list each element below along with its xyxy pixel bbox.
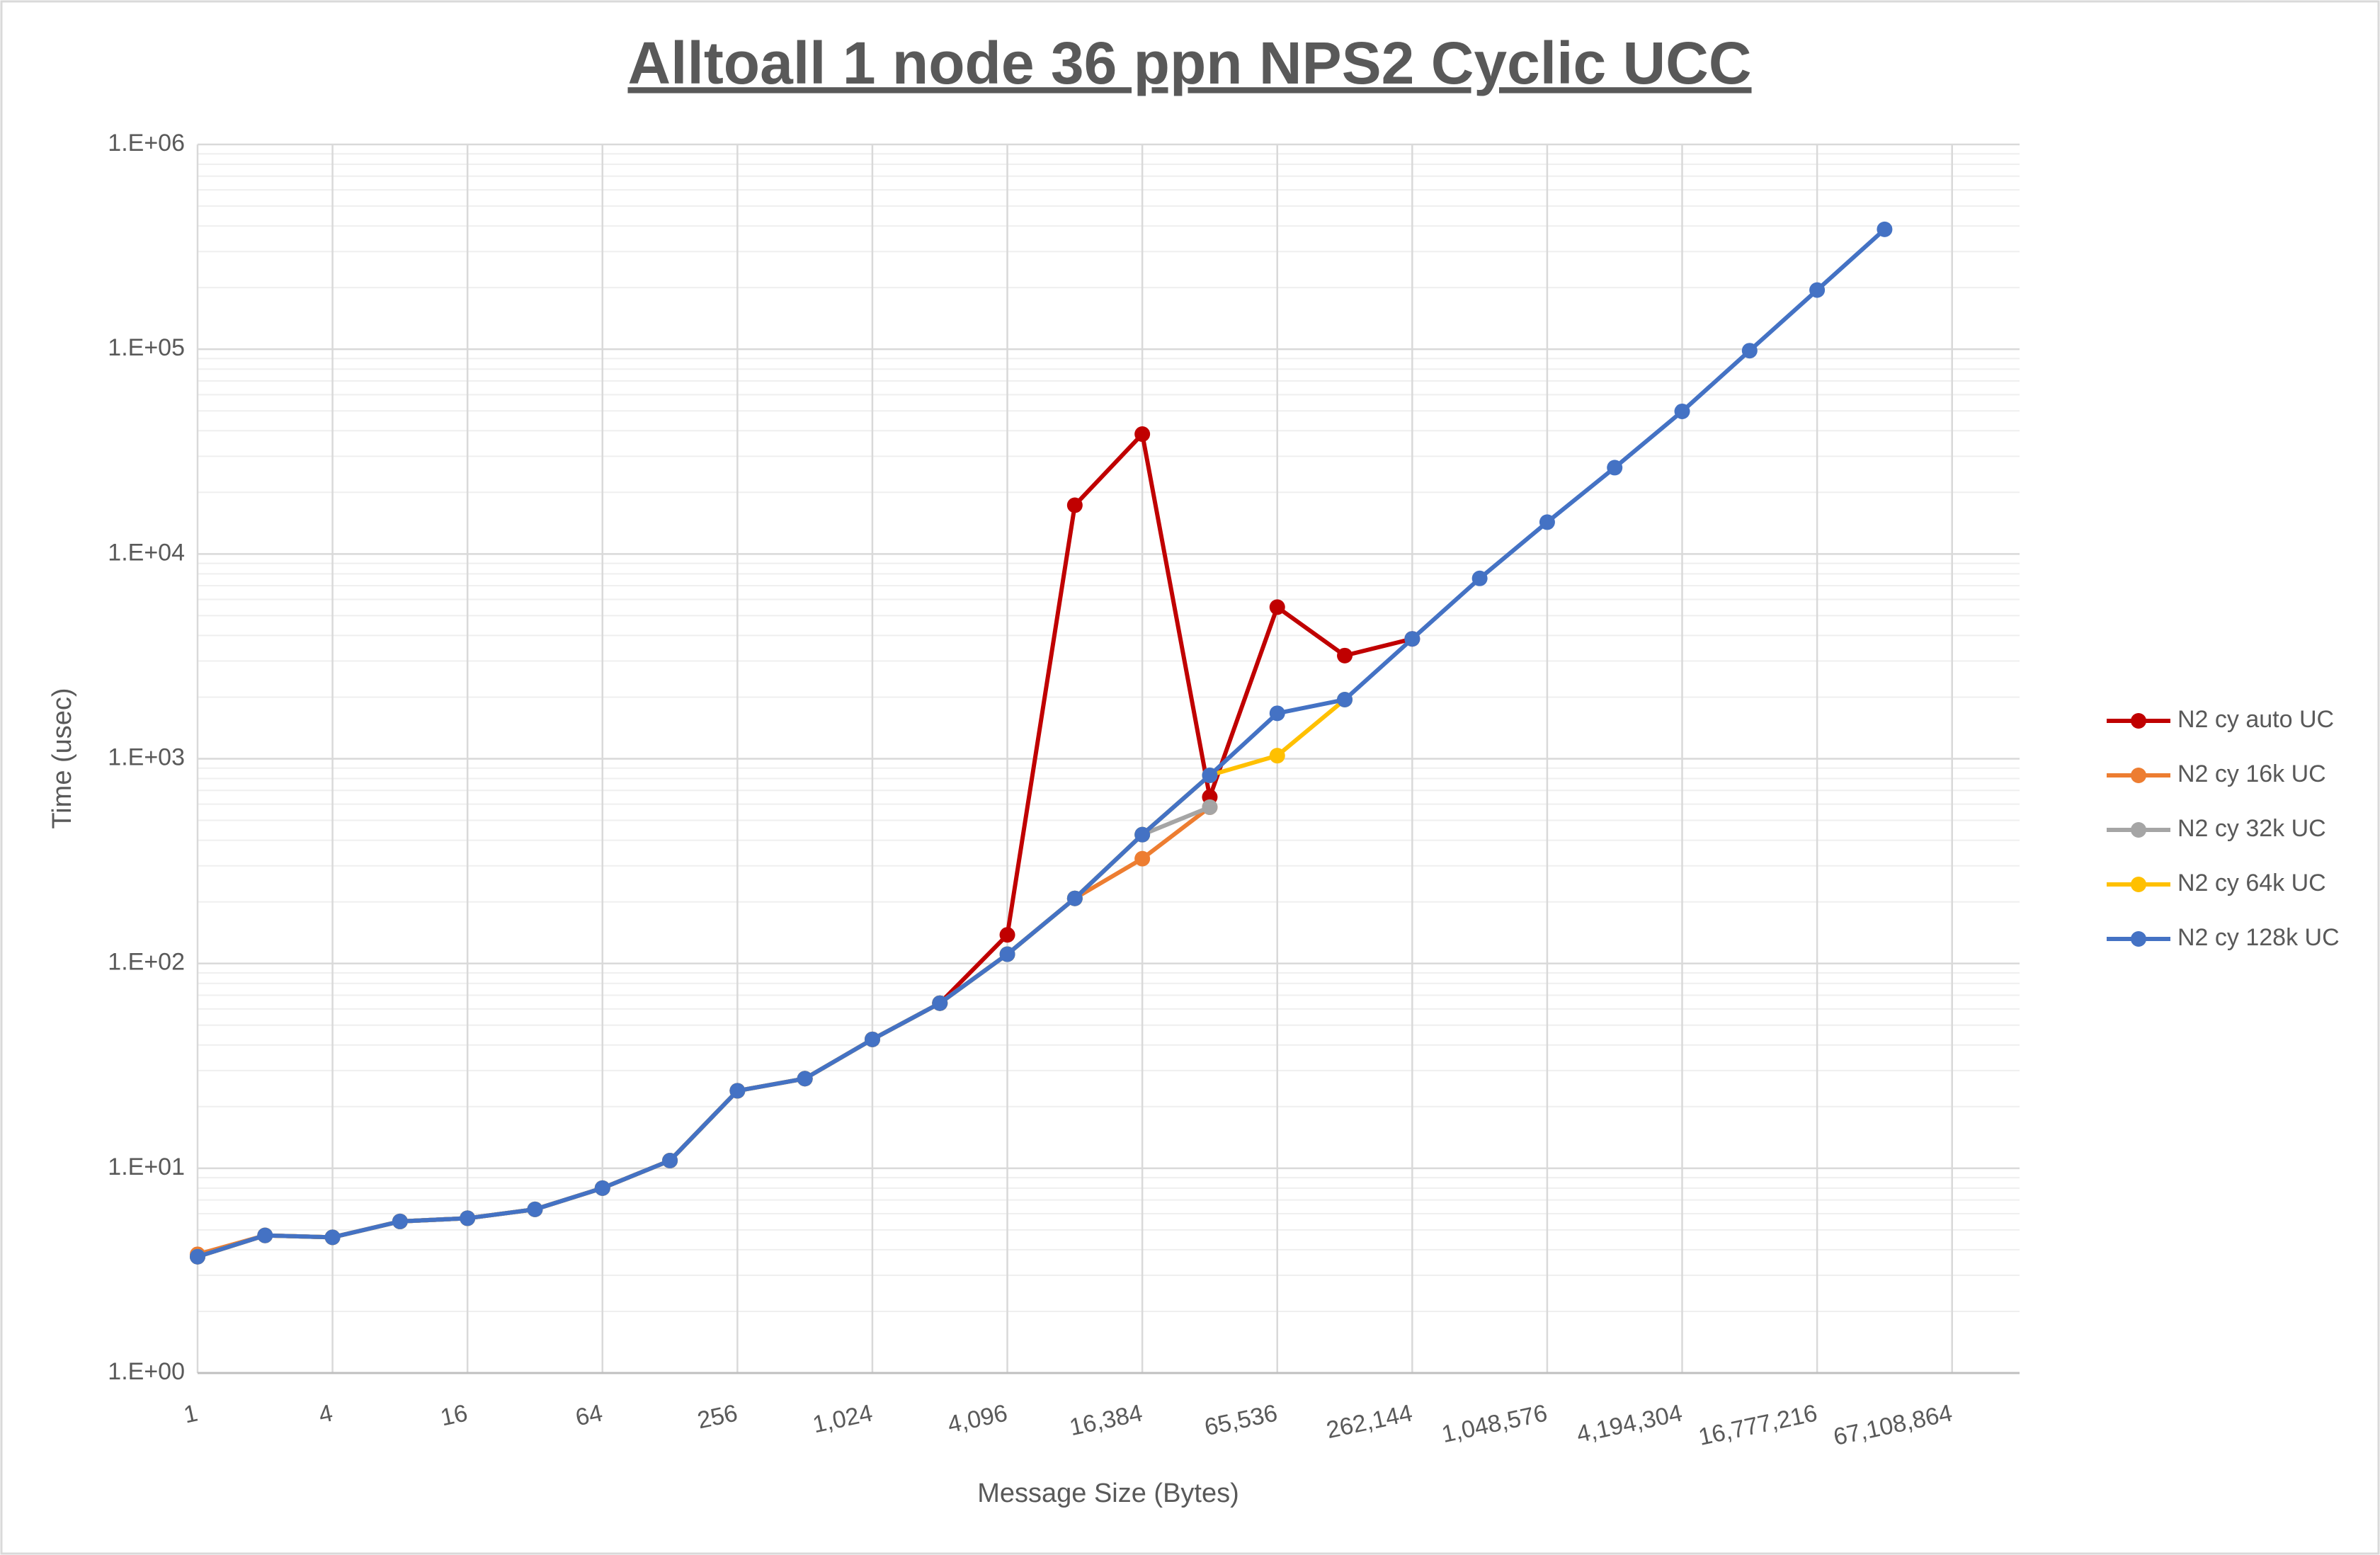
legend-label: N2 cy 128k UC <box>2177 924 2340 951</box>
series-marker <box>1134 826 1151 843</box>
series-marker <box>1674 403 1690 419</box>
series-marker <box>1269 705 1285 722</box>
series-marker <box>1134 850 1151 867</box>
series-marker <box>1134 426 1151 443</box>
series-marker <box>729 1083 746 1099</box>
y-tick-label: 1.E+00 <box>108 1358 185 1385</box>
series-marker <box>932 995 948 1011</box>
y-axis-title: Time (usec) <box>47 688 77 828</box>
series-marker <box>594 1180 610 1196</box>
series-marker <box>1404 631 1420 647</box>
series-marker <box>190 1248 205 1265</box>
series-marker <box>1269 748 1285 764</box>
x-tick-label: 16 <box>438 1399 470 1431</box>
chart-title: Alltoall 1 node 36 ppn NPS2 Cyclic UCC <box>627 30 1751 96</box>
x-axis-title: Message Size (Bytes) <box>977 1479 1239 1508</box>
series-marker <box>1337 692 1353 708</box>
legend-marker <box>2131 877 2146 892</box>
series-marker <box>1877 221 1893 237</box>
y-tick-label: 1.E+03 <box>108 744 185 770</box>
series-marker <box>797 1071 813 1087</box>
series-marker <box>1809 282 1826 298</box>
series-marker <box>1202 767 1218 783</box>
series-marker <box>527 1201 543 1217</box>
series-marker <box>257 1227 273 1243</box>
legend-marker <box>2131 931 2146 947</box>
series-marker <box>1066 890 1083 906</box>
series-marker <box>864 1031 880 1047</box>
series-marker <box>1269 599 1285 615</box>
series-marker <box>1066 497 1083 513</box>
series-marker <box>1471 570 1488 586</box>
legend-label: N2 cy auto UC <box>2177 706 2334 733</box>
y-tick-label: 1.E+05 <box>108 334 185 361</box>
legend-label: N2 cy 64k UC <box>2177 870 2326 896</box>
y-tick-label: 1.E+01 <box>108 1154 185 1180</box>
legend-marker <box>2131 768 2146 783</box>
x-tick-label: 64 <box>573 1399 605 1431</box>
series-marker <box>460 1210 476 1226</box>
series-marker <box>999 946 1015 962</box>
series-marker <box>1337 647 1353 663</box>
y-tick-label: 1.E+04 <box>108 539 185 566</box>
legend-label: N2 cy 16k UC <box>2177 761 2326 787</box>
legend-label: N2 cy 32k UC <box>2177 815 2326 842</box>
y-tick-label: 1.E+02 <box>108 949 185 976</box>
legend-marker <box>2131 822 2146 838</box>
series-marker <box>324 1229 341 1246</box>
series-marker <box>1741 343 1758 359</box>
series-marker <box>1607 460 1623 476</box>
series-marker <box>392 1213 408 1229</box>
y-tick-label: 1.E+06 <box>108 130 185 156</box>
series-marker <box>1539 514 1555 530</box>
legend-marker <box>2131 713 2146 729</box>
series-marker <box>999 927 1015 943</box>
series-line <box>197 227 1886 1259</box>
series-marker <box>662 1153 678 1169</box>
series-marker <box>1202 799 1218 815</box>
